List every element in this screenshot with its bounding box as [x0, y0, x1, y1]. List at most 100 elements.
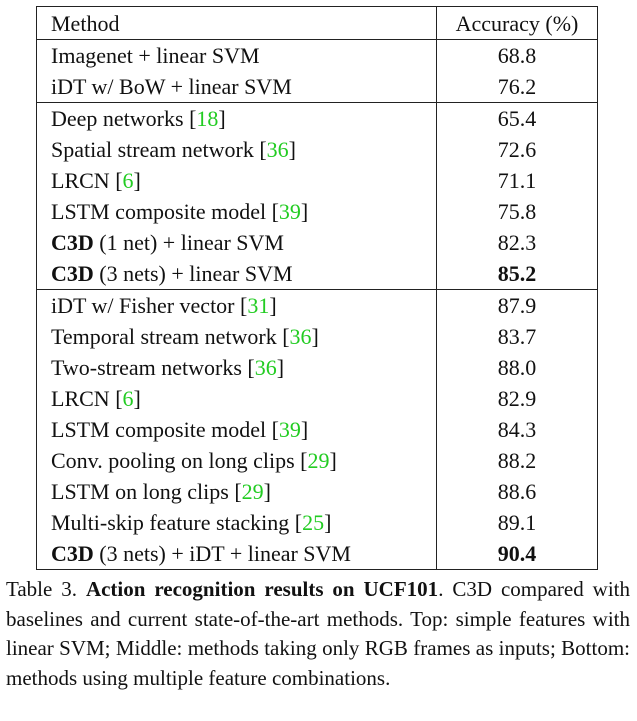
method-text: LSTM composite model: [51, 417, 272, 442]
table-row: C3D (1 net) + linear SVM 82.3: [36, 227, 598, 258]
table-row: LRCN [6] 71.1: [36, 165, 598, 196]
citation: [25]: [294, 510, 332, 535]
accuracy-cell: 71.1: [436, 165, 598, 196]
method-text: Deep networks: [51, 106, 190, 131]
table-row: Temporal stream network [36] 83.7: [36, 321, 598, 352]
accuracy-header: Accuracy (%): [436, 6, 598, 40]
accuracy-cell: 65.4: [436, 102, 598, 134]
table-row: C3D (3 nets) + linear SVM 85.2: [36, 258, 598, 290]
table-caption: Table 3. Action recognition results on U…: [6, 575, 630, 693]
caption-title: Action recognition results on UCF101: [85, 577, 439, 601]
accuracy-cell: 90.4: [436, 538, 598, 570]
accuracy-cell: 88.0: [436, 352, 598, 383]
accuracy-cell: 76.2: [436, 71, 598, 103]
method-text: Two-stream networks: [51, 355, 248, 380]
method-cell: Deep networks [18]: [36, 102, 437, 134]
citation-link[interactable]: 36: [266, 137, 289, 162]
citation-link[interactable]: 25: [302, 510, 325, 535]
accuracy-cell: 88.2: [436, 445, 598, 476]
citation: [29]: [234, 479, 271, 504]
accuracy-cell: 68.8: [436, 39, 598, 71]
caption-label: Table 3.: [6, 577, 86, 601]
table-row: Conv. pooling on long clips [29] 88.2: [36, 445, 598, 476]
citation: [6]: [115, 168, 141, 193]
citation: [18]: [189, 106, 226, 131]
method-text: iDT w/ Fisher vector: [51, 293, 241, 318]
citation: [31]: [240, 293, 277, 318]
method-text: Imagenet + linear SVM: [51, 43, 260, 68]
table-row: LSTM composite model [39] 84.3: [36, 414, 598, 445]
accuracy-cell: 82.3: [436, 227, 598, 258]
method-header: Method: [36, 6, 437, 40]
citation-link[interactable]: 36: [254, 355, 277, 380]
method-text: LSTM on long clips: [51, 479, 235, 504]
table-row: LSTM on long clips [29] 88.6: [36, 476, 598, 507]
table-row: Spatial stream network [36] 72.6: [36, 134, 598, 165]
method-text: LSTM composite model: [51, 199, 272, 224]
method-cell: C3D (3 nets) + linear SVM: [36, 258, 437, 290]
accuracy-cell: 82.9: [436, 383, 598, 414]
citation: [29]: [300, 448, 337, 473]
method-cell: Conv. pooling on long clips [29]: [36, 445, 437, 476]
citation-link[interactable]: 18: [196, 106, 219, 131]
accuracy-cell: 87.9: [436, 289, 598, 321]
method-bold-prefix: C3D: [51, 541, 94, 566]
method-cell: iDT w/ Fisher vector [31]: [36, 289, 437, 321]
results-table: Method Accuracy (%) Imagenet + linear SV…: [36, 6, 598, 570]
accuracy-cell: 85.2: [436, 258, 598, 290]
accuracy-cell: 72.6: [436, 134, 598, 165]
citation: [39]: [271, 417, 309, 442]
citation-link[interactable]: 6: [122, 386, 134, 411]
citation: [36]: [282, 324, 319, 349]
accuracy-cell: 89.1: [436, 507, 598, 538]
method-text: iDT w/ BoW + linear SVM: [51, 74, 292, 99]
table-body: Imagenet + linear SVM 68.8 iDT w/ BoW + li…: [36, 39, 598, 570]
table-row: Deep networks [18] 65.4: [36, 102, 598, 134]
citation: [36]: [259, 137, 296, 162]
table-row: LSTM composite model [39] 75.8: [36, 196, 598, 227]
method-text: LRCN: [51, 168, 116, 193]
table-header-row: Method Accuracy (%): [36, 6, 598, 40]
citation-link[interactable]: 29: [307, 448, 330, 473]
method-cell: LRCN [6]: [36, 165, 437, 196]
method-bold-prefix: C3D: [51, 230, 94, 255]
citation-link[interactable]: 39: [278, 417, 301, 442]
method-cell: Multi-skip feature stacking [25]: [36, 507, 437, 538]
table-row: C3D (3 nets) + iDT + linear SVM 90.4: [36, 538, 598, 570]
method-cell: Temporal stream network [36]: [36, 321, 437, 352]
citation-link[interactable]: 39: [278, 199, 301, 224]
method-cell: LSTM composite model [39]: [36, 414, 437, 445]
citation-link[interactable]: 31: [247, 293, 270, 318]
method-text: (3 nets) + iDT + linear SVM: [93, 541, 351, 566]
method-cell: Spatial stream network [36]: [36, 134, 437, 165]
method-bold-prefix: C3D: [51, 261, 94, 286]
table-row: Two-stream networks [36] 88.0: [36, 352, 598, 383]
method-cell: C3D (3 nets) + iDT + linear SVM: [36, 538, 437, 570]
citation-link[interactable]: 6: [122, 168, 134, 193]
table-row: Imagenet + linear SVM 68.8: [36, 39, 598, 71]
accuracy-cell: 75.8: [436, 196, 598, 227]
accuracy-cell: 84.3: [436, 414, 598, 445]
table-row: Multi-skip feature stacking [25] 89.1: [36, 507, 598, 538]
method-cell: LSTM on long clips [29]: [36, 476, 437, 507]
citation: [6]: [115, 386, 141, 411]
method-cell: LSTM composite model [39]: [36, 196, 437, 227]
citation: [39]: [271, 199, 309, 224]
method-text: Spatial stream network: [51, 137, 260, 162]
method-text: (3 nets) + linear SVM: [93, 261, 293, 286]
caption-body: . C3D compared with baselines and curren…: [6, 577, 630, 690]
citation-link[interactable]: 36: [289, 324, 312, 349]
method-cell: iDT w/ BoW + linear SVM: [36, 71, 437, 103]
method-cell: Two-stream networks [36]: [36, 352, 437, 383]
method-text: LRCN: [51, 386, 116, 411]
method-text: Temporal stream network: [51, 324, 283, 349]
method-cell: C3D (1 net) + linear SVM: [36, 227, 437, 258]
table-row: iDT w/ Fisher vector [31] 87.9: [36, 289, 598, 321]
table-row: iDT w/ BoW + linear SVM 76.2: [36, 71, 598, 103]
citation-link[interactable]: 29: [241, 479, 264, 504]
method-cell: Imagenet + linear SVM: [36, 39, 437, 71]
citation: [36]: [247, 355, 285, 380]
method-text: Multi-skip feature stacking: [51, 510, 295, 535]
method-text: Conv. pooling on long clips: [51, 448, 301, 473]
table-row: LRCN [6] 82.9: [36, 383, 598, 414]
